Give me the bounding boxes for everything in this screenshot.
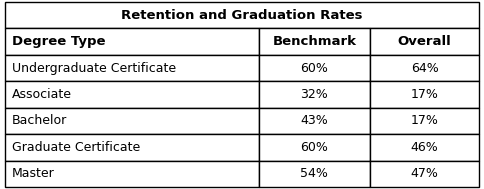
Text: Benchmark: Benchmark	[272, 35, 356, 48]
Text: Graduate Certificate: Graduate Certificate	[12, 141, 140, 154]
FancyBboxPatch shape	[258, 81, 370, 108]
Text: 17%: 17%	[411, 115, 439, 127]
Text: 54%: 54%	[301, 167, 328, 180]
Text: 47%: 47%	[411, 167, 439, 180]
FancyBboxPatch shape	[5, 55, 258, 81]
Text: 46%: 46%	[411, 141, 439, 154]
Text: Degree Type: Degree Type	[12, 35, 106, 48]
Text: 60%: 60%	[301, 62, 328, 74]
FancyBboxPatch shape	[258, 28, 370, 55]
Text: Retention and Graduation Rates: Retention and Graduation Rates	[121, 9, 363, 22]
Text: 43%: 43%	[301, 115, 328, 127]
Text: Overall: Overall	[398, 35, 452, 48]
FancyBboxPatch shape	[370, 81, 479, 108]
FancyBboxPatch shape	[5, 108, 258, 134]
FancyBboxPatch shape	[258, 134, 370, 161]
FancyBboxPatch shape	[370, 55, 479, 81]
FancyBboxPatch shape	[370, 161, 479, 187]
Text: 32%: 32%	[301, 88, 328, 101]
FancyBboxPatch shape	[370, 28, 479, 55]
FancyBboxPatch shape	[370, 134, 479, 161]
Text: Bachelor: Bachelor	[12, 115, 67, 127]
FancyBboxPatch shape	[5, 2, 479, 28]
Text: 64%: 64%	[411, 62, 439, 74]
FancyBboxPatch shape	[258, 55, 370, 81]
FancyBboxPatch shape	[5, 81, 258, 108]
Text: Undergraduate Certificate: Undergraduate Certificate	[12, 62, 176, 74]
FancyBboxPatch shape	[258, 161, 370, 187]
FancyBboxPatch shape	[5, 161, 258, 187]
Text: 60%: 60%	[301, 141, 328, 154]
FancyBboxPatch shape	[5, 28, 258, 55]
Text: 17%: 17%	[411, 88, 439, 101]
FancyBboxPatch shape	[5, 134, 258, 161]
FancyBboxPatch shape	[370, 108, 479, 134]
Text: Master: Master	[12, 167, 55, 180]
Text: Associate: Associate	[12, 88, 72, 101]
FancyBboxPatch shape	[258, 108, 370, 134]
